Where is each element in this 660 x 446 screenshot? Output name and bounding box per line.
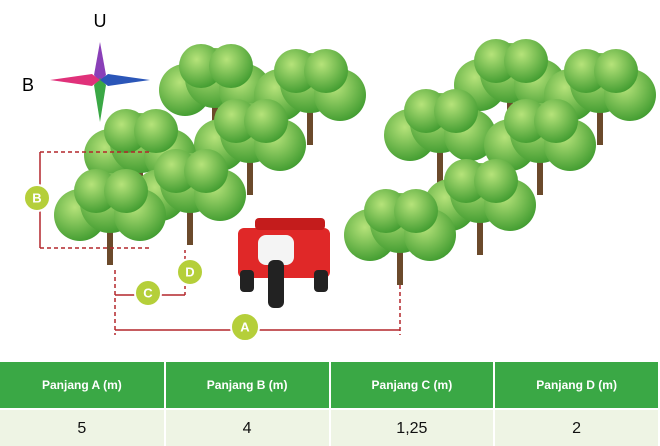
header-cell: Panjang C (m)	[330, 362, 495, 409]
tree-part	[134, 109, 178, 153]
cell: 1,25	[330, 409, 495, 446]
compass-west: B	[22, 75, 34, 95]
tree-part	[184, 149, 228, 193]
tree-part	[244, 99, 288, 143]
tree-part	[209, 44, 253, 88]
tree-part	[104, 169, 148, 213]
cell: 4	[165, 409, 330, 446]
vehicle	[238, 218, 330, 308]
page: B C D A U B Panjang A (m) Panjang B (m) …	[0, 0, 660, 446]
tree-part	[474, 159, 518, 203]
header-cell: Panjang B (m)	[165, 362, 330, 409]
label-b: B	[32, 190, 41, 205]
compass-north: U	[94, 11, 107, 31]
table: Panjang A (m) Panjang B (m) Panjang C (m…	[0, 362, 660, 446]
tree-part	[394, 189, 438, 233]
cell: 5	[0, 409, 165, 446]
tree-part	[504, 39, 548, 83]
tree-part	[434, 89, 478, 133]
tree-part	[304, 49, 348, 93]
label-c: C	[143, 285, 153, 300]
header-cell: Panjang A (m)	[0, 362, 165, 409]
header-cell: Panjang D (m)	[494, 362, 659, 409]
compass: U B	[22, 11, 150, 122]
label-d: D	[185, 264, 194, 279]
tree-part	[534, 99, 578, 143]
label-a: A	[240, 319, 250, 334]
illustration: B C D A U B	[0, 0, 660, 362]
data-row: 5 4 1,25 2	[0, 409, 659, 446]
tree-part	[594, 49, 638, 93]
trees	[54, 39, 656, 285]
header-row: Panjang A (m) Panjang B (m) Panjang C (m…	[0, 362, 659, 409]
cell: 2	[494, 409, 659, 446]
